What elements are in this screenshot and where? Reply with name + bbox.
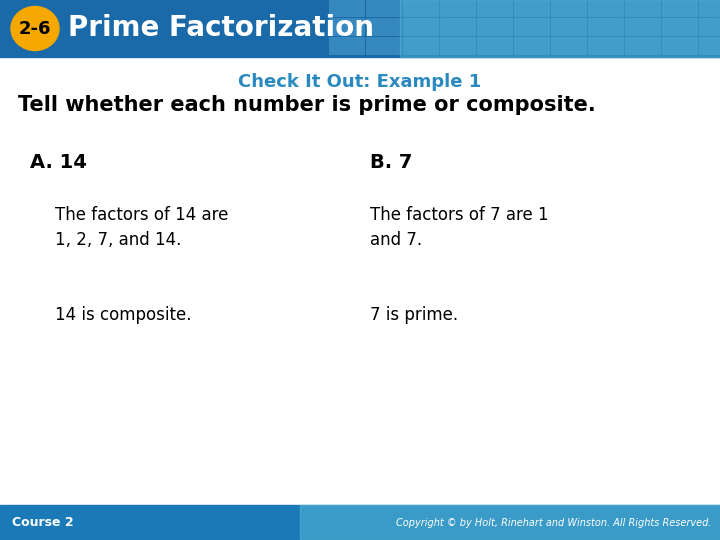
Ellipse shape xyxy=(11,6,59,51)
FancyBboxPatch shape xyxy=(699,18,720,36)
Text: Prime Factorization: Prime Factorization xyxy=(68,15,374,43)
FancyBboxPatch shape xyxy=(588,18,624,36)
FancyBboxPatch shape xyxy=(440,18,476,36)
FancyBboxPatch shape xyxy=(625,37,661,55)
FancyBboxPatch shape xyxy=(366,37,402,55)
FancyBboxPatch shape xyxy=(477,18,513,36)
Text: 7 is prime.: 7 is prime. xyxy=(370,306,458,324)
FancyBboxPatch shape xyxy=(551,0,587,17)
FancyBboxPatch shape xyxy=(403,37,439,55)
FancyBboxPatch shape xyxy=(699,0,720,17)
FancyBboxPatch shape xyxy=(625,18,661,36)
FancyBboxPatch shape xyxy=(588,37,624,55)
FancyBboxPatch shape xyxy=(366,0,402,17)
FancyBboxPatch shape xyxy=(625,0,661,17)
FancyBboxPatch shape xyxy=(514,0,550,17)
FancyBboxPatch shape xyxy=(662,37,698,55)
FancyBboxPatch shape xyxy=(699,37,720,55)
Text: A. 14: A. 14 xyxy=(30,152,87,172)
FancyBboxPatch shape xyxy=(329,37,365,55)
FancyBboxPatch shape xyxy=(514,37,550,55)
FancyBboxPatch shape xyxy=(588,0,624,17)
FancyBboxPatch shape xyxy=(440,0,476,17)
FancyBboxPatch shape xyxy=(403,18,439,36)
FancyBboxPatch shape xyxy=(329,0,365,17)
Bar xyxy=(0,0,720,57)
Text: 14 is composite.: 14 is composite. xyxy=(55,306,192,324)
FancyBboxPatch shape xyxy=(440,37,476,55)
Text: Course 2: Course 2 xyxy=(12,516,73,529)
FancyBboxPatch shape xyxy=(662,0,698,17)
Bar xyxy=(400,0,720,57)
Text: 1, 2, 7, and 14.: 1, 2, 7, and 14. xyxy=(55,231,181,249)
FancyBboxPatch shape xyxy=(477,0,513,17)
FancyBboxPatch shape xyxy=(662,18,698,36)
Text: The factors of 14 are: The factors of 14 are xyxy=(55,206,228,224)
Text: and 7.: and 7. xyxy=(370,231,422,249)
FancyBboxPatch shape xyxy=(551,18,587,36)
FancyBboxPatch shape xyxy=(329,18,365,36)
FancyBboxPatch shape xyxy=(514,18,550,36)
Text: Check It Out: Example 1: Check It Out: Example 1 xyxy=(238,73,482,91)
Bar xyxy=(0,505,720,540)
Bar xyxy=(300,505,720,540)
Text: B. 7: B. 7 xyxy=(370,152,413,172)
FancyBboxPatch shape xyxy=(477,37,513,55)
Text: 2-6: 2-6 xyxy=(19,19,51,37)
FancyBboxPatch shape xyxy=(403,0,439,17)
Text: Tell whether each number is prime or composite.: Tell whether each number is prime or com… xyxy=(18,95,595,115)
FancyBboxPatch shape xyxy=(551,37,587,55)
Text: The factors of 7 are 1: The factors of 7 are 1 xyxy=(370,206,549,224)
Text: Copyright © by Holt, Rinehart and Winston. All Rights Reserved.: Copyright © by Holt, Rinehart and Winsto… xyxy=(397,517,712,528)
FancyBboxPatch shape xyxy=(366,18,402,36)
